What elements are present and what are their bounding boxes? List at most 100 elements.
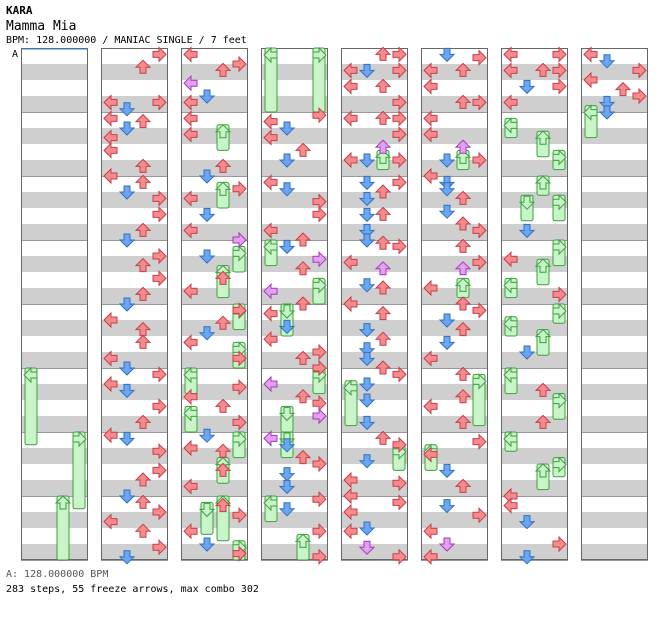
- left-arrow: [103, 350, 118, 367]
- up-arrow: [454, 62, 472, 77]
- beat-stripe: [421, 160, 488, 176]
- down-arrow: [118, 431, 136, 447]
- down-arrow: [438, 204, 456, 219]
- up-arrow: [374, 360, 392, 375]
- beat-stripe: [181, 160, 248, 176]
- right-arrow: [312, 359, 327, 377]
- freeze-head-left-arrow: [183, 405, 198, 422]
- beat-stripe: [101, 256, 168, 272]
- left-arrow: [583, 46, 598, 63]
- down-arrow: [198, 326, 216, 341]
- freeze-head-left-arrow: [503, 277, 518, 294]
- chart-column-5: [341, 48, 408, 561]
- bpm-legend: A: 128.000000 BPM: [6, 569, 109, 580]
- right-arrow: [392, 366, 407, 383]
- beat-stripe: [21, 416, 88, 432]
- beat-stripe: [261, 512, 328, 528]
- up-arrow: [214, 62, 232, 77]
- beat-stripe: [341, 128, 408, 144]
- beat-stripe: [341, 416, 408, 432]
- left-arrow: [423, 548, 438, 565]
- beat-stripe: [101, 416, 168, 432]
- freeze-head-up-arrow: [534, 328, 552, 344]
- left-arrow: [183, 478, 198, 495]
- down-arrow: [358, 191, 376, 207]
- beat-stripe: [21, 224, 88, 240]
- step-chart: A: [12, 46, 648, 565]
- beat-stripe: [581, 288, 648, 304]
- beat-stripe: [21, 256, 88, 272]
- down-arrow: [278, 121, 296, 136]
- up-arrow: [374, 261, 392, 276]
- down-arrow: [198, 89, 216, 104]
- down-arrow: [518, 515, 536, 530]
- down-arrow: [438, 182, 456, 197]
- right-arrow: [472, 302, 487, 319]
- beat-stripe: [181, 64, 248, 80]
- beat-stripe: [501, 64, 568, 80]
- right-arrow: [392, 62, 407, 79]
- beat-stripe: [101, 512, 168, 528]
- beat-stripe: [341, 352, 408, 368]
- right-arrow: [232, 378, 247, 396]
- down-arrow: [438, 47, 456, 63]
- down-arrow: [358, 351, 376, 367]
- up-arrow: [294, 389, 312, 404]
- freeze-head-left-arrow: [503, 315, 518, 333]
- beat-stripe: [181, 128, 248, 144]
- down-arrow: [198, 428, 216, 443]
- up-arrow: [374, 139, 392, 154]
- up-arrow: [454, 261, 472, 276]
- right-arrow: [392, 494, 407, 511]
- right-arrow: [312, 455, 327, 473]
- beat-stripe: [21, 512, 88, 528]
- up-arrow: [454, 190, 472, 205]
- freeze-head-right-arrow: [552, 193, 567, 211]
- up-arrow: [374, 430, 392, 445]
- down-arrow: [118, 297, 136, 312]
- up-arrow: [454, 139, 472, 154]
- right-arrow: [232, 350, 247, 367]
- left-arrow: [263, 282, 278, 300]
- down-arrow: [358, 393, 376, 408]
- left-arrow: [423, 126, 438, 143]
- beat-stripe: [101, 448, 168, 464]
- song-title: Mamma Mia: [6, 19, 77, 34]
- right-arrow: [392, 436, 407, 454]
- left-arrow: [263, 222, 278, 239]
- beat-stripe: [421, 224, 488, 240]
- beat-stripe: [341, 224, 408, 240]
- left-arrow: [263, 430, 278, 447]
- beat-stripe: [421, 480, 488, 496]
- left-arrow: [423, 167, 438, 185]
- left-arrow: [343, 62, 358, 79]
- beat-stripe: [261, 224, 328, 240]
- left-arrow: [503, 94, 518, 111]
- freeze-head-up-arrow: [534, 463, 552, 478]
- right-arrow: [552, 535, 567, 553]
- beat-stripe: [341, 64, 408, 80]
- left-arrow: [103, 110, 118, 127]
- right-arrow: [152, 190, 167, 207]
- left-arrow: [343, 110, 358, 127]
- left-arrow: [263, 375, 278, 393]
- left-arrow: [343, 78, 358, 95]
- beat-stripe: [101, 160, 168, 176]
- down-arrow: [518, 79, 536, 95]
- right-arrow: [312, 407, 327, 425]
- beat-stripe: [421, 192, 488, 208]
- freeze-head-right-arrow: [552, 302, 567, 320]
- beat-stripe: [581, 416, 648, 432]
- left-arrow: [423, 522, 438, 540]
- up-arrow: [454, 414, 472, 429]
- beat-stripe: [421, 256, 488, 272]
- right-arrow: [312, 250, 327, 268]
- down-arrow: [358, 454, 376, 469]
- freeze-head-right-arrow: [552, 392, 567, 409]
- up-arrow: [294, 142, 312, 157]
- left-arrow: [183, 522, 198, 540]
- beat-stripe: [581, 384, 648, 400]
- freeze-head-right-arrow: [312, 277, 327, 294]
- freeze-head-left-arrow: [263, 494, 278, 512]
- beat-stripe: [181, 224, 248, 240]
